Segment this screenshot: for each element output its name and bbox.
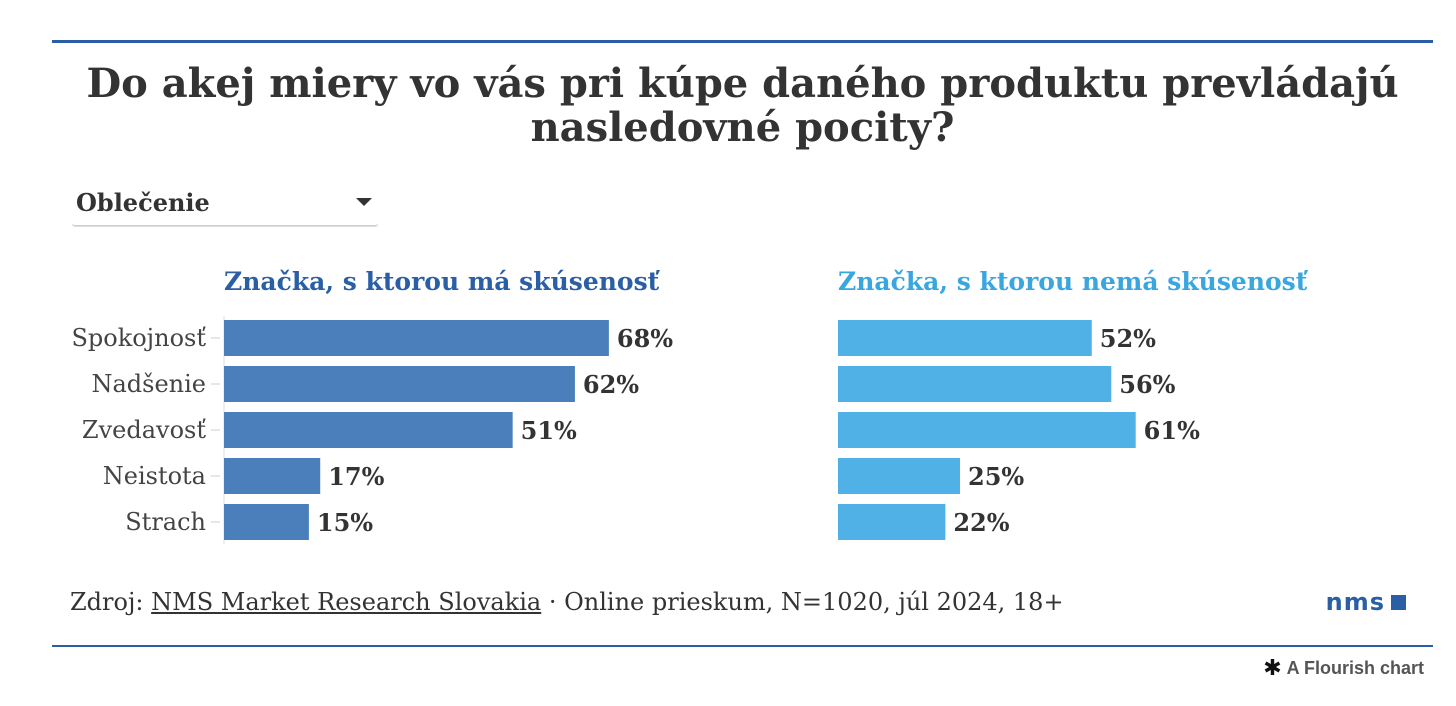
value-label: 61%: [1144, 416, 1200, 445]
category-label: Strach: [125, 508, 206, 536]
logo-text: nms: [1325, 588, 1385, 616]
series-title: Značka, s ktorou má skúsenosť: [224, 267, 661, 296]
category-label: Zvedavosť: [82, 416, 206, 444]
bottom-rule: [52, 645, 1433, 647]
bar: [838, 458, 960, 494]
bar: [838, 412, 1136, 448]
value-label: 62%: [583, 370, 639, 399]
source-note: Zdroj: NMS Market Research Slovakia · On…: [70, 588, 1064, 616]
bar: [224, 320, 609, 356]
chevron-down-icon: [356, 198, 372, 206]
value-label: 25%: [968, 462, 1024, 491]
value-label: 15%: [317, 508, 373, 537]
value-label: 56%: [1119, 370, 1175, 399]
value-label: 51%: [521, 416, 577, 445]
source-link[interactable]: NMS Market Research Slovakia: [151, 588, 542, 616]
title-line-1: Do akej miery vo vás pri kúpe daného pro…: [86, 60, 1399, 107]
bar: [838, 504, 946, 540]
bar: [838, 366, 1112, 402]
series-title: Značka, s ktorou nemá skúsenosť: [838, 267, 1309, 296]
nms-logo: nms: [1326, 588, 1406, 616]
flourish-label: A Flourish chart: [1286, 657, 1424, 678]
source-suffix: · Online prieskum, N=1020, júl 2024, 18+: [541, 588, 1064, 616]
value-label: 22%: [953, 508, 1009, 537]
dropdown-selected-value: Oblečenie: [76, 188, 210, 217]
category-label: Neistota: [103, 462, 206, 490]
bar: [224, 412, 513, 448]
value-label: 17%: [328, 462, 384, 491]
logo-square-icon: [1391, 594, 1406, 610]
source-prefix: Zdroj:: [70, 588, 152, 616]
top-rule: [52, 40, 1433, 43]
bar: [224, 504, 309, 540]
category-label: Nadšenie: [91, 370, 206, 398]
title-line-2: nasledovné pocity?: [530, 104, 955, 151]
bar: [838, 320, 1092, 356]
chart-title: Do akej miery vo vás pri kúpe daného pro…: [52, 62, 1433, 150]
value-label: 52%: [1100, 324, 1156, 353]
category-label: Spokojnosť: [71, 324, 206, 352]
bar: [224, 366, 575, 402]
value-label: 68%: [617, 324, 673, 353]
flourish-star-icon: ✱: [1263, 655, 1282, 680]
category-dropdown[interactable]: Oblečenie: [72, 184, 378, 226]
flourish-credit[interactable]: ✱ A Flourish chart: [1263, 655, 1424, 681]
bar: [224, 458, 321, 494]
